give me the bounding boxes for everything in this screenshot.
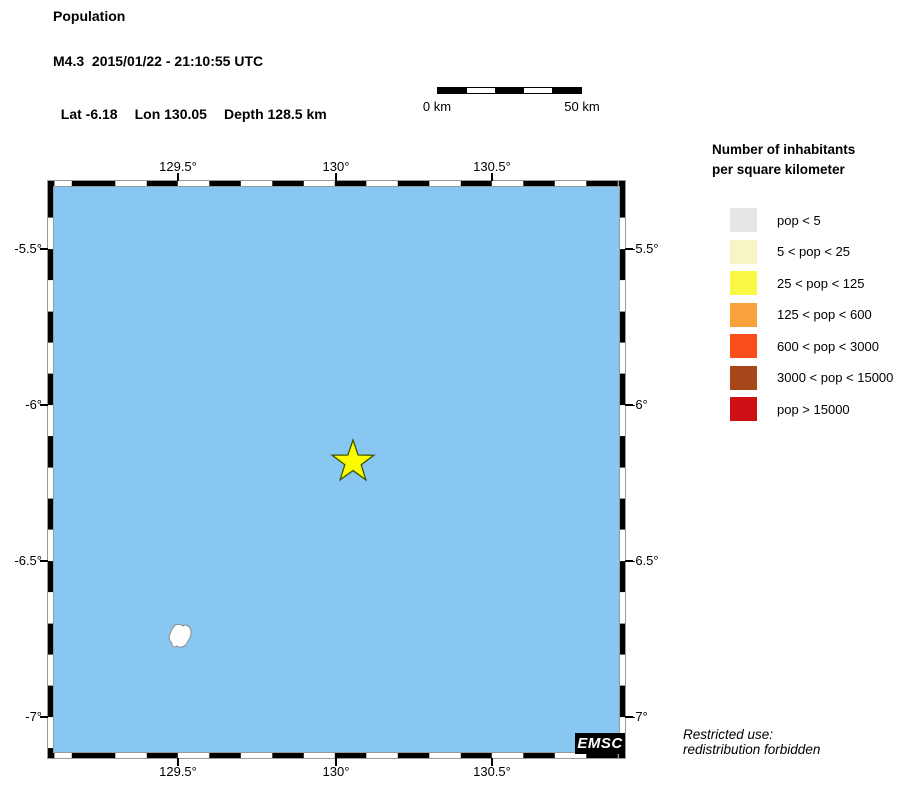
legend-row: 600 < pop < 3000: [730, 334, 893, 358]
longitude-label-bottom: 130°: [322, 764, 350, 779]
legend-label: 25 < pop < 125: [777, 275, 865, 291]
scale-segment: [438, 88, 466, 93]
axis-tick: [40, 404, 48, 406]
scale-end-label: 50 km: [564, 99, 600, 114]
legend-color-swatch: [730, 334, 757, 358]
legend-label: 5 < pop < 25: [777, 244, 851, 259]
map-frame: [48, 181, 625, 758]
axis-tick: [40, 248, 48, 250]
latitude-label-left: -5.5°: [14, 241, 42, 256]
legend-row: 25 < pop < 125: [730, 271, 893, 295]
legend-color-swatch: [730, 208, 757, 232]
event-coordinates: Lat -6.18 Lon 130.05 Depth 128.5 km: [53, 90, 344, 122]
legend-title: Number of inhabitants per square kilomet…: [712, 140, 855, 180]
legend-label: pop > 15000: [777, 401, 850, 417]
latitude-label-left: -6.5°: [14, 553, 42, 568]
longitude-label-bottom: 129.5°: [159, 764, 197, 779]
longitude-label-top: 130.5°: [473, 159, 511, 174]
event-magnitude-datetime: M4.3 2015/01/22 - 21:10:55 UTC: [53, 53, 264, 69]
legend-color-swatch: [730, 239, 757, 264]
axis-tick: [491, 173, 493, 181]
axis-tick: [625, 404, 633, 406]
axis-tick: [335, 758, 337, 766]
legend-row: 5 < pop < 25: [730, 239, 893, 264]
scale-segment: [523, 88, 554, 93]
legend-label: pop < 5: [777, 212, 821, 228]
legend-color-swatch: [730, 271, 757, 295]
longitude-label-top: 130°: [322, 159, 350, 174]
axis-tick: [491, 758, 493, 766]
scale-segment: [465, 88, 496, 93]
longitude-label-top: 129.5°: [159, 159, 197, 174]
legend-row: 125 < pop < 600: [730, 302, 893, 327]
restricted-use-line1: Restricted use:: [683, 727, 774, 742]
axis-tick: [177, 173, 179, 181]
island-shape: [168, 623, 192, 648]
scale-start-label: 0 km: [422, 99, 452, 114]
event-latitude: Lat -6.18: [60, 106, 118, 122]
axis-tick: [625, 560, 633, 562]
restricted-use-notice: Restricted use: redistribution forbidden: [683, 727, 820, 757]
frame-dash-strip-bottom: [48, 752, 625, 758]
latitude-label-right: -6°: [631, 397, 648, 412]
latitude-label-right: -7°: [631, 709, 648, 724]
axis-tick: [335, 173, 337, 181]
axis-tick: [625, 248, 633, 250]
legend-row: pop > 15000: [730, 397, 893, 421]
legend-label: 3000 < pop < 15000: [777, 370, 894, 385]
frame-dash-strip-right: [619, 181, 625, 758]
axis-tick: [40, 716, 48, 718]
page-title: Population: [53, 8, 126, 24]
legend-label: 125 < pop < 600: [777, 307, 872, 322]
longitude-label-bottom: 130.5°: [473, 764, 511, 779]
legend-row: 3000 < pop < 15000: [730, 365, 894, 390]
emsc-logo-badge: EMSC: [575, 733, 625, 754]
frame-dash-strip-top: [48, 181, 625, 187]
legend: pop < 5 5 < pop < 25 25 < pop < 125 125 …: [730, 208, 893, 429]
map-ocean: [54, 187, 619, 752]
legend-title-line2: per square kilometer: [712, 162, 845, 177]
axis-tick: [40, 560, 48, 562]
axis-tick: [177, 758, 179, 766]
event-depth: Depth 128.5 km: [223, 106, 327, 122]
legend-color-swatch: [730, 365, 757, 390]
legend-label: 600 < pop < 3000: [777, 338, 879, 354]
scale-segment: [495, 88, 524, 93]
latitude-label-left: -6°: [25, 397, 42, 412]
map-scale-bar: [437, 87, 582, 94]
legend-color-swatch: [730, 397, 757, 421]
latitude-label-right: -5.5°: [631, 241, 659, 256]
legend-row: pop < 5: [730, 208, 893, 232]
scale-segment: [553, 88, 581, 93]
event-longitude: Lon 130.05: [134, 106, 207, 122]
latitude-label-right: -6.5°: [631, 553, 659, 568]
axis-tick: [625, 716, 633, 718]
frame-dash-strip-left: [48, 181, 54, 758]
epicenter-star-icon: [330, 437, 376, 482]
map-features-layer: [168, 437, 376, 648]
legend-color-swatch: [730, 302, 757, 327]
legend-title-line1: Number of inhabitants: [712, 142, 856, 157]
restricted-use-line2: redistribution forbidden: [683, 742, 821, 757]
latitude-label-left: -7°: [25, 709, 42, 724]
